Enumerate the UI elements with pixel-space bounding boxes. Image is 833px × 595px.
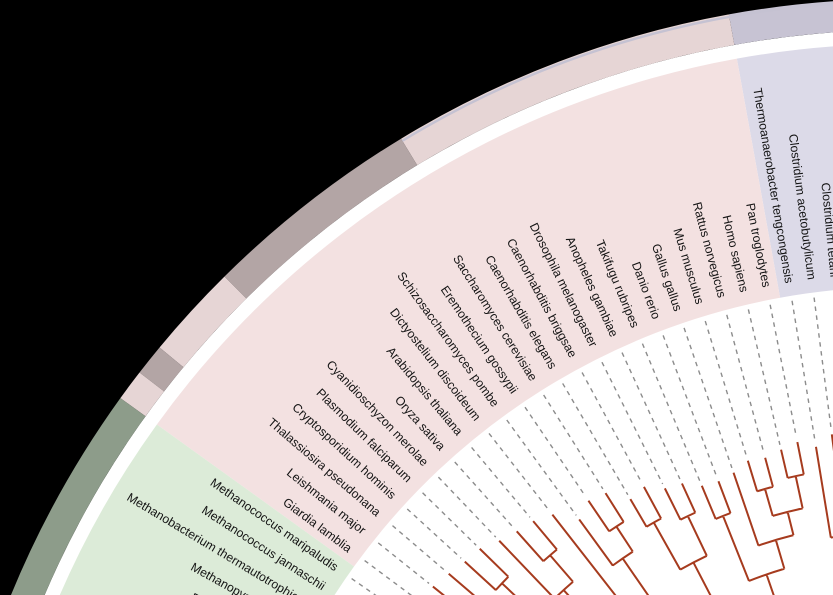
leaf-connector-line (406, 508, 462, 559)
ring-segment-fungi-plants-ring (224, 138, 418, 299)
leaf-connector-line (471, 447, 531, 518)
range-sector-archaea (59, 424, 355, 595)
leaf-connector-line (562, 383, 629, 496)
leaf-connector-line (454, 461, 514, 529)
leaf-connector-line (581, 372, 643, 483)
ring-segment-leishmania-ring (139, 347, 184, 392)
leaf-connector-line (364, 559, 413, 595)
leaf-connector-line (377, 542, 430, 585)
leaf-connector-line (791, 300, 816, 443)
leaf-connector-line (524, 406, 587, 497)
leaf-connector-line (813, 297, 832, 430)
leaf-connector-line (392, 525, 446, 572)
leaf-connector-line (506, 419, 577, 516)
leaf-connector-line (704, 320, 748, 457)
leaf-connector-line (422, 492, 477, 546)
ring-segment-giardia-ring (120, 372, 165, 417)
leaf-connector-line (662, 335, 718, 477)
leaf-connector-line (488, 432, 550, 512)
leaf-connector-line (641, 343, 701, 482)
ring-thin-outline (401, 2, 833, 142)
range-sector-bacteria (736, 46, 833, 298)
range-sector-eukaryota (156, 58, 781, 567)
leaf-connector-line (543, 394, 604, 490)
leaf-connector-line (726, 314, 765, 454)
ring-segment-archaea-ring (11, 398, 146, 595)
leaf-connector-line (683, 327, 733, 469)
ring-segment-alveolata-ring (159, 276, 247, 368)
ring-segment-animals-ring (401, 14, 735, 166)
